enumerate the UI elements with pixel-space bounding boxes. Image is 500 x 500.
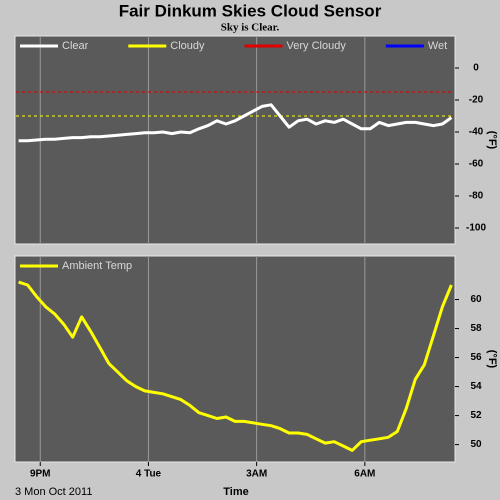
legend-label: Clear [62,40,89,52]
data-line [18,103,453,143]
plot-area [14,255,456,463]
data-line [18,280,453,452]
y-axis-label: (°F) [486,131,498,150]
y-tick-label: 54 [470,381,482,392]
chart-title: Fair Dinkum Skies Cloud Sensor [119,1,382,20]
y-tick-label: -100 [466,223,486,234]
y-tick-label: 52 [470,410,482,421]
x-tick-label: 3AM [246,469,267,480]
legend-label: Cloudy [170,40,205,52]
x-axis-label: Time [223,486,248,498]
y-tick-label: -60 [469,159,484,170]
legend-label: Wet [428,40,447,52]
plot-area [14,35,456,245]
legend-label: Ambient Temp [62,260,132,272]
y-tick-label: 56 [470,352,482,363]
y-tick-label: -40 [469,127,484,138]
y-tick-label: 58 [470,323,482,334]
x-tick-label: 4 Tue [136,469,162,480]
x-tick-label: 9PM [30,469,51,480]
y-tick-label: 60 [470,294,482,305]
y-axis-label: (°F) [486,350,498,369]
y-tick-label: -20 [469,95,484,106]
date-label: 3 Mon Oct 2011 [15,486,92,498]
legend-label: Very Cloudy [287,40,347,52]
y-tick-label: 0 [473,63,479,74]
y-tick-label: 50 [470,439,482,450]
y-tick-label: -80 [469,191,484,202]
chart-subtitle: Sky is Clear. [221,22,280,34]
x-tick-label: 6AM [354,469,375,480]
